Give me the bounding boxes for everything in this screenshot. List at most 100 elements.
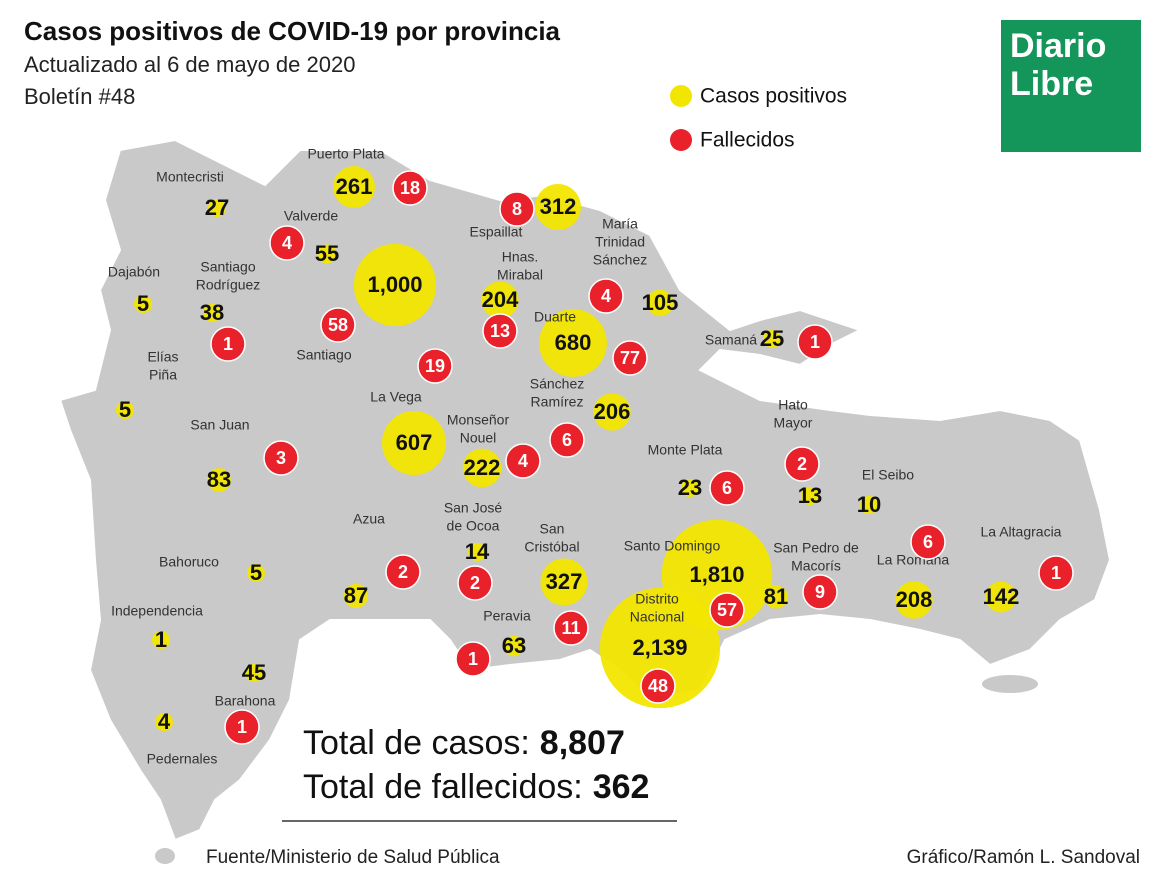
cases-label: 27 [205,195,229,220]
deaths-label: 2 [797,454,807,474]
deaths-bubble [320,307,356,343]
province-name: Pedernales [147,751,218,767]
cases-bubble [539,309,607,377]
cases-label: 5 [250,560,262,585]
deaths-label: 4 [601,286,611,306]
province-name: Elías [147,349,178,365]
cases-label: 14 [465,539,490,564]
cases-bubble [481,281,519,319]
deaths-label: 11 [561,618,580,638]
deaths-label: 6 [923,532,933,552]
cases-bubble [245,664,263,682]
deaths-label: 1 [1051,563,1061,583]
cases-label: 327 [546,569,583,594]
province-name: Sánchez [593,252,647,268]
province-name: Sánchez [530,376,584,392]
cases-label: 222 [464,455,501,480]
cases-label: 5 [119,397,131,422]
province-name: Trinidad [595,234,645,250]
province-name: de Ocoa [447,518,500,534]
cases-label: 5 [137,291,149,316]
total-label: Total de fallecidos: [303,768,583,806]
deaths-bubble [417,348,453,384]
cases-label: 81 [764,584,788,609]
province-name: Mirabal [497,267,543,283]
bulletin: Boletín #48 [24,84,135,109]
cases-label: 25 [760,326,784,351]
deaths-bubble [709,592,745,628]
deaths-label: 48 [648,676,668,696]
cases-bubble [593,393,631,431]
province-name: Azua [353,511,385,527]
cases-label: 204 [482,287,519,312]
cases-bubble [155,713,173,731]
legend-swatch [670,129,692,151]
province-name: Mayor [774,415,813,431]
province-name: San José [444,500,503,516]
deaths-label: 8 [512,199,522,219]
deaths-label: 19 [425,356,445,376]
deaths-bubble [1038,555,1074,591]
deaths-bubble [802,574,838,610]
province-name: Distrito [635,591,679,607]
deaths-label: 1 [223,334,233,354]
cases-label: 87 [344,583,368,608]
province-name: La Altagracia [981,524,1062,540]
province-name: El Seibo [862,467,914,483]
cases-label: 1,810 [689,562,744,587]
cases-bubble [152,631,170,649]
deaths-label: 6 [562,430,572,450]
deaths-bubble [640,668,676,704]
cases-bubble [764,585,788,609]
credit: Gráfico/Ramón L. Sandoval [907,847,1140,868]
logo-text: Libre [1010,65,1093,103]
deaths-label: 13 [490,321,510,341]
province-name: Nacional [630,609,684,625]
island [982,675,1038,693]
cases-label: 142 [983,584,1020,609]
legend-label: Fallecidos [700,129,795,152]
cases-bubble [468,543,486,561]
cases-bubble [540,558,588,606]
cases-bubble [381,410,447,476]
deaths-bubble [385,554,421,590]
cases-bubble [116,401,134,419]
cases-label: 63 [502,633,526,658]
province-name: San Pedro de [773,540,859,556]
cases-bubble [895,581,933,619]
deaths-bubble [709,470,745,506]
province-name: Piña [149,367,177,383]
cases-label: 680 [555,330,592,355]
deaths-bubble [553,610,589,646]
deaths-bubble [210,326,246,362]
cases-label: 312 [540,194,577,219]
deaths-label: 57 [717,600,737,620]
cases-label: 2,139 [632,635,687,660]
province-name: Samaná [705,332,757,348]
cases-bubble [317,244,337,264]
cases-label: 206 [594,399,631,424]
province-name: Barahona [215,693,276,709]
deaths-label: 6 [722,478,732,498]
labels: Montecristi Puerto Plata Valverde Dajabón Sa… [108,146,1062,767]
province-name: Cristóbal [524,539,579,555]
legend-swatch [670,85,692,107]
province-name: Espaillat [470,224,523,240]
cases-bubble [134,295,152,313]
island [155,848,175,864]
province-name: María [602,216,638,232]
logo [1001,20,1141,152]
cases-bubble [207,468,231,492]
cases-bubble [801,487,819,505]
province-name: Macorís [791,558,841,574]
province-name: Hnas. [502,249,539,265]
deaths-label: 2 [398,562,408,582]
province-name: Montecristi [156,169,224,185]
deaths-bubble [784,446,820,482]
province-name: Nouel [460,430,497,446]
province-name: Duarte [534,309,576,325]
cases-label: 55 [315,241,339,266]
cases-label: 1,000 [367,272,422,297]
cases-label: 10 [857,492,881,517]
cases-bubble [343,583,369,609]
